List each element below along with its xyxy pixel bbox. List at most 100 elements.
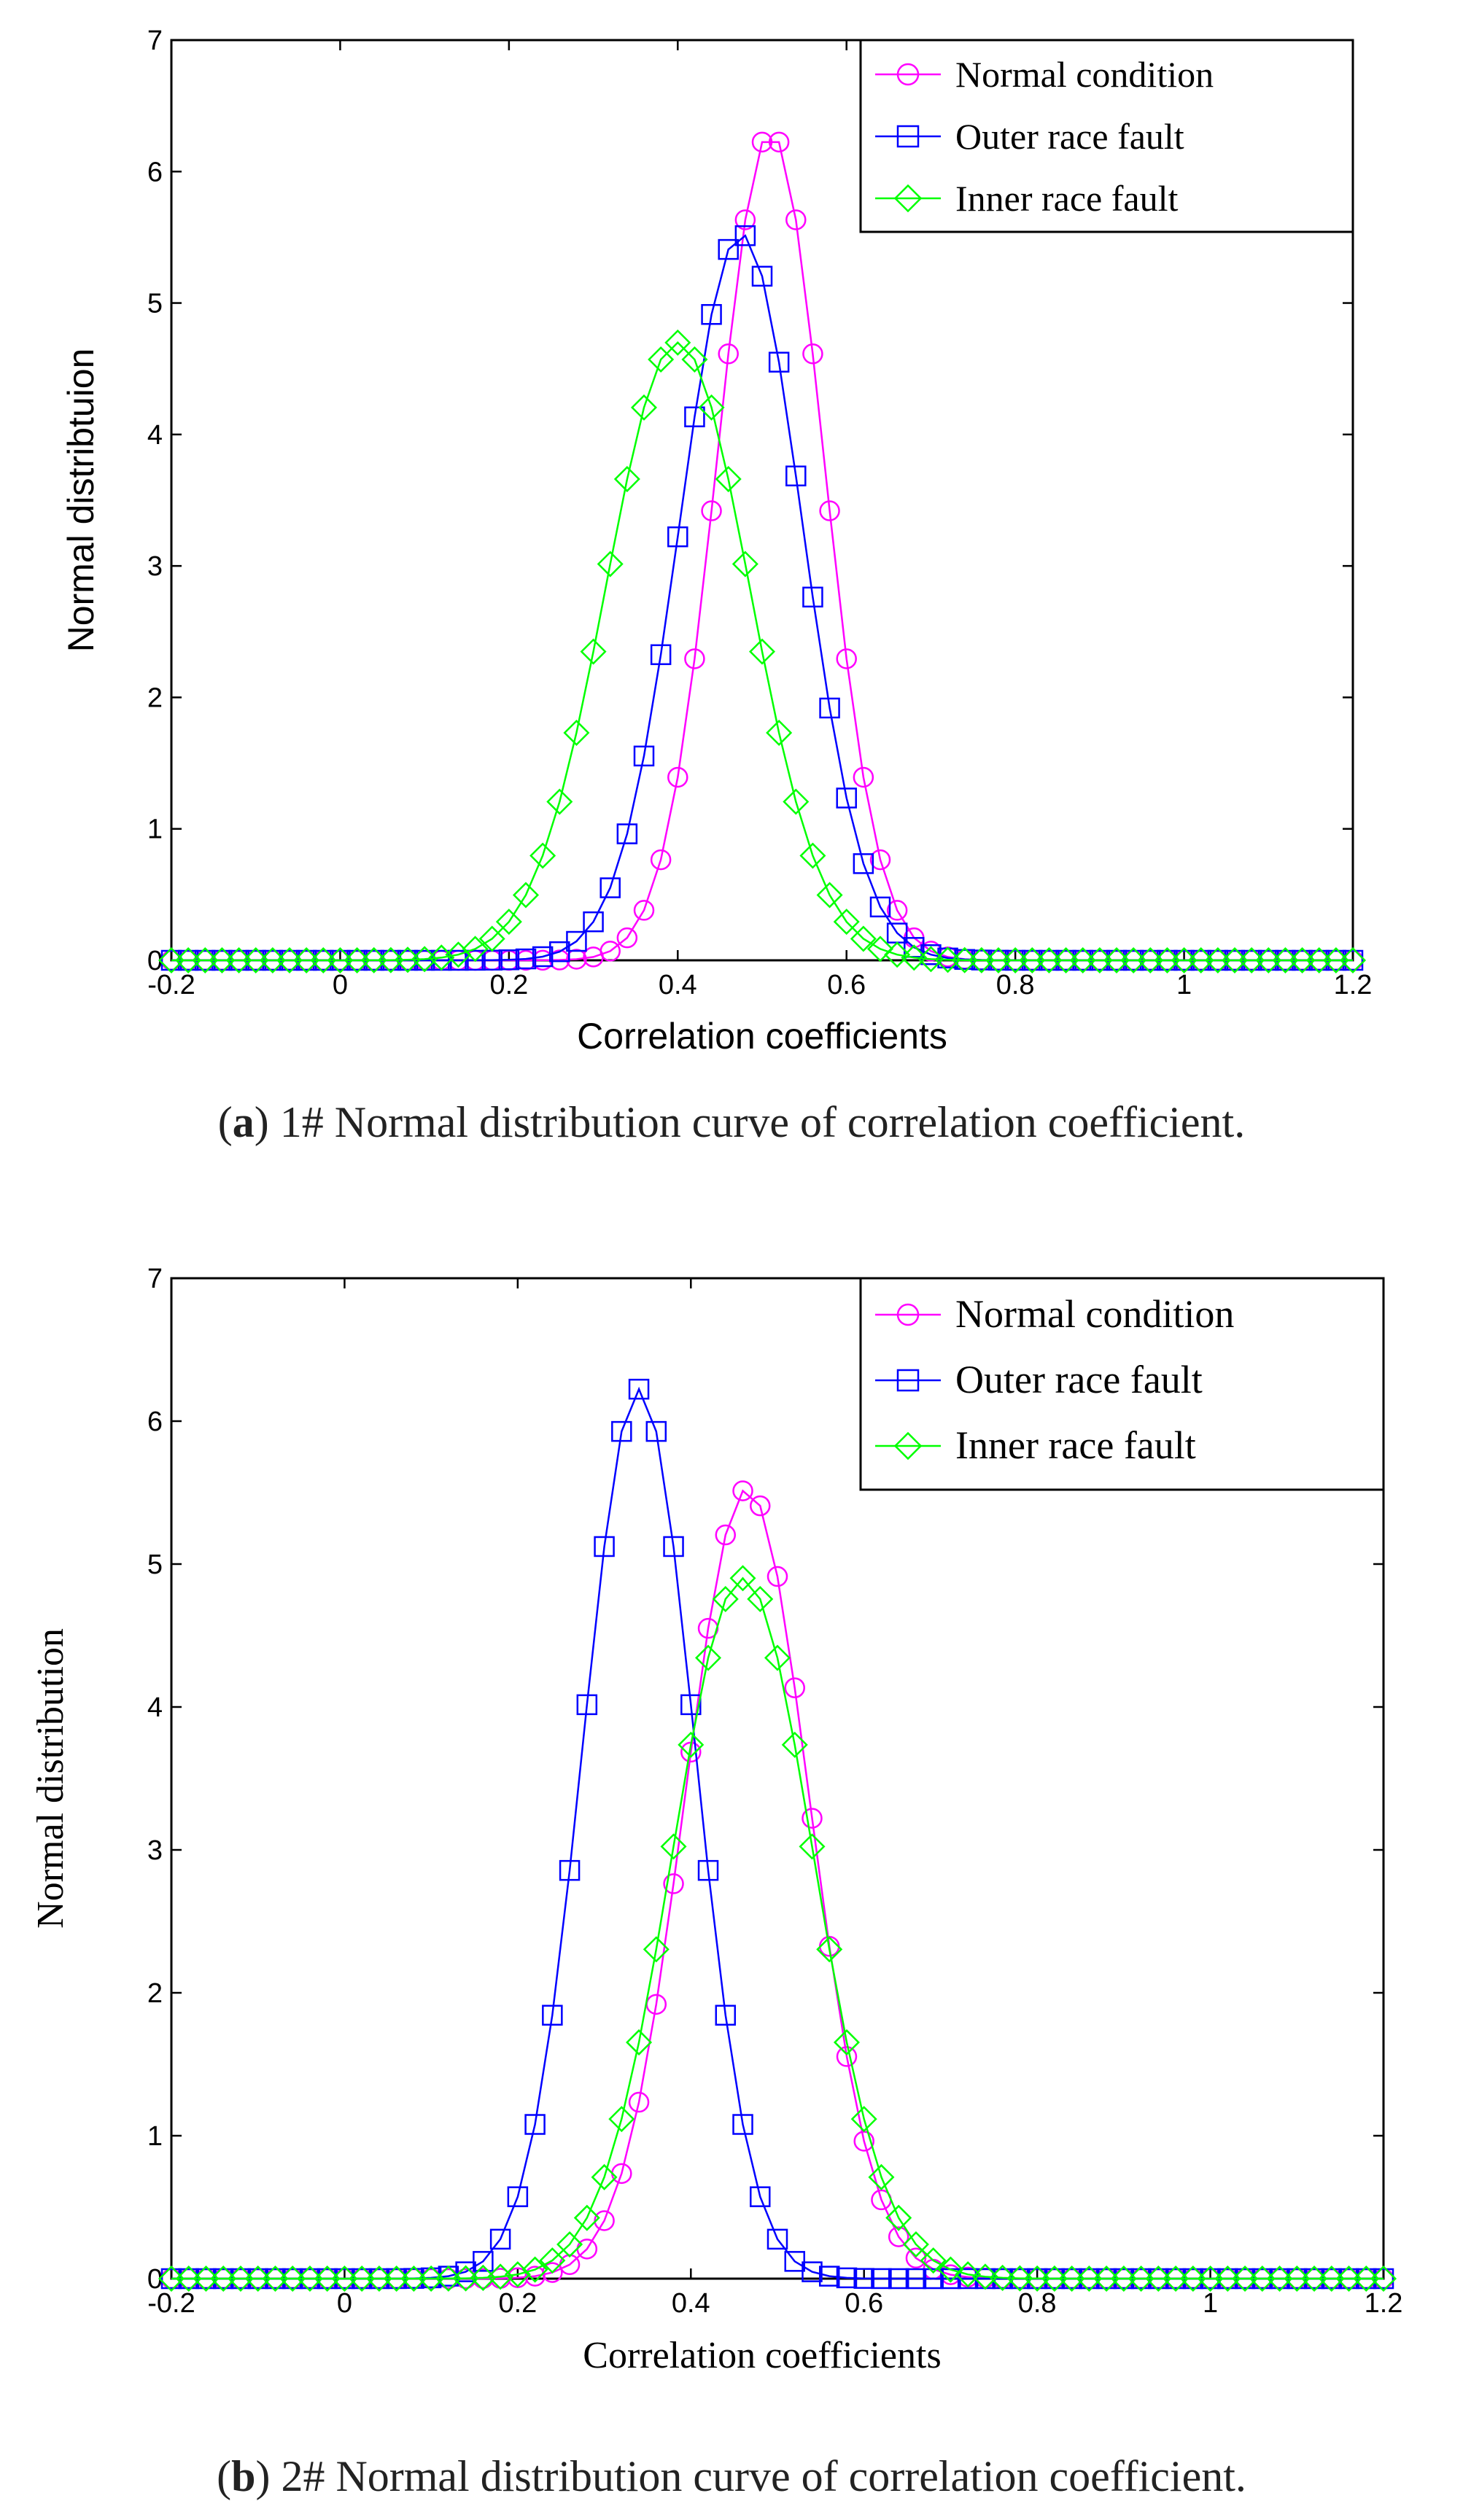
data-point (546, 788, 573, 815)
data-point (901, 944, 928, 971)
data-point (478, 925, 505, 952)
data-point (628, 2091, 650, 2113)
data-point (400, 2265, 427, 2292)
data-point (989, 2264, 1016, 2291)
data-point (850, 2106, 877, 2133)
data-point (529, 842, 556, 869)
data-point (633, 745, 655, 767)
data-point (766, 719, 793, 747)
series-diamond (158, 1565, 1397, 2292)
x-tick-label: 1.2 (1365, 2288, 1403, 2319)
data-point (645, 1420, 667, 1442)
y-tick-label: 3 (147, 551, 163, 582)
data-point (799, 1833, 826, 1860)
caption-a-label: a (232, 1098, 255, 1146)
data-point (701, 500, 722, 521)
data-point (556, 2231, 583, 2258)
data-point (750, 2186, 771, 2207)
data-point (1370, 2265, 1397, 2292)
legend-label: Outer race fault (955, 116, 1184, 157)
x-tick-label: 0.8 (1018, 2288, 1057, 2319)
x-tick-label: 0.8 (996, 970, 1035, 1000)
data-point (349, 2265, 376, 2292)
caption-a-text: 1# Normal distribution curve of correlat… (268, 1098, 1246, 1146)
chart-a-y-ticks: 0 1 2 3 4 5 6 7 (147, 26, 1353, 976)
data-point (279, 2265, 306, 2292)
data-point (1249, 2265, 1276, 2292)
legend-item: Inner race fault (875, 178, 1178, 219)
x-tick-label: 0.4 (659, 970, 697, 1000)
data-point (802, 586, 823, 608)
x-tick-label: 0.4 (672, 2288, 710, 2319)
data-point (158, 2265, 185, 2292)
data-point (1232, 2265, 1259, 2292)
data-point (684, 406, 705, 427)
data-point (869, 849, 891, 871)
data-point (296, 2265, 323, 2292)
x-tick-label: 0.6 (845, 2288, 883, 2319)
data-point (920, 2247, 947, 2274)
data-point (664, 329, 691, 356)
data-point (750, 1495, 771, 1517)
data-point (663, 1536, 684, 1558)
data-point (836, 788, 857, 809)
data-point (1266, 2265, 1293, 2292)
data-point (1214, 2265, 1241, 2292)
data-point (650, 849, 672, 871)
data-point (262, 2265, 289, 2292)
data-point (923, 2268, 944, 2290)
data-point (576, 1694, 598, 1716)
chart-a-legend-box (859, 39, 1354, 233)
data-point (628, 1378, 650, 1400)
data-point (1197, 2265, 1224, 2292)
data-point (680, 1694, 702, 1716)
data-point (1110, 2265, 1137, 2292)
caption-b-label: b (231, 2452, 256, 2500)
chart-b-x-axis-label: Correlation coefficients (583, 2335, 941, 2376)
data-point (734, 225, 756, 246)
data-point (473, 2251, 494, 2272)
data-point (599, 941, 621, 962)
data-point (597, 551, 624, 578)
data-point (599, 877, 621, 898)
data-point (971, 2263, 998, 2290)
data-point (784, 2251, 805, 2272)
data-point (583, 911, 604, 933)
data-point (712, 1585, 739, 1612)
x-tick-label: 0 (337, 2288, 352, 2319)
y-tick-label: 4 (147, 420, 163, 451)
data-point (613, 466, 640, 493)
data-point (816, 1936, 843, 1963)
y-tick-label: 2 (147, 682, 163, 713)
data-point (227, 2265, 254, 2292)
data-point (871, 2268, 892, 2290)
data-point (365, 2265, 392, 2292)
data-point (462, 936, 489, 962)
chart-b-legend: Normal condition Outer race fault Inner ra… (859, 1277, 1385, 1491)
chart-a-x-ticks: -0.2 0 0.2 0.4 0.6 0.8 1 1.2 (147, 40, 1372, 1000)
data-point (751, 265, 773, 287)
x-tick-label: 1 (1176, 970, 1192, 1000)
data-point (684, 648, 705, 669)
data-point (785, 465, 807, 486)
data-point (836, 2267, 858, 2289)
chart-b-x-ticks: -0.2 0 0.2 0.4 0.6 0.8 1 1.2 (147, 1278, 1402, 2319)
data-point (715, 2004, 737, 2026)
x-tick-label: 0 (333, 970, 348, 1000)
x-tick-label: -0.2 (147, 2288, 195, 2319)
y-tick-label: 5 (147, 289, 163, 319)
x-tick-label: 0.6 (827, 970, 866, 1000)
data-point (667, 526, 688, 548)
legend-marker (896, 63, 920, 86)
y-tick-label: 6 (147, 1407, 163, 1437)
data-point (785, 209, 807, 230)
data-point (866, 936, 894, 962)
data-point (802, 1808, 823, 1829)
data-point (888, 2268, 909, 2290)
caption-b-text: 2# Normal distribution curve of correlat… (270, 2452, 1246, 2500)
data-point (1093, 2265, 1120, 2292)
y-tick-label: 4 (147, 1692, 163, 1723)
legend-marker (896, 1303, 920, 1326)
chart-a-series (158, 131, 1367, 974)
data-point (566, 930, 587, 952)
